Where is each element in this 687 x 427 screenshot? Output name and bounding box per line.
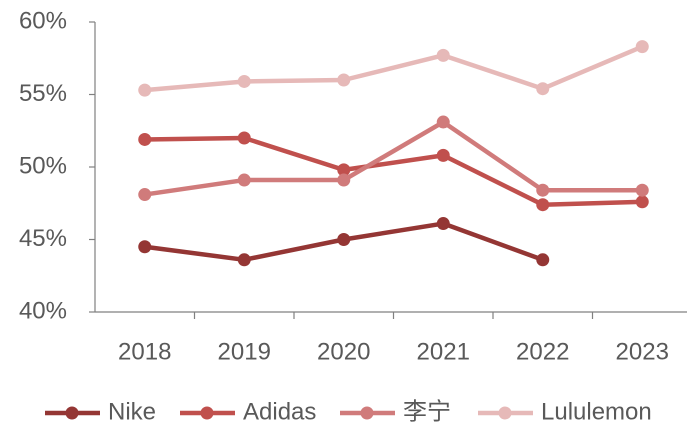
point	[635, 195, 649, 209]
legend-label: 李宁	[403, 398, 451, 425]
point	[436, 148, 450, 162]
y-tick-label: 40%	[19, 297, 67, 324]
point	[138, 240, 152, 254]
x-tick-label: 2019	[218, 338, 271, 365]
point	[337, 173, 351, 187]
point	[337, 73, 351, 87]
legend-marker	[65, 406, 79, 420]
legend-label: Nike	[108, 398, 156, 425]
y-tick-label: 55%	[19, 80, 67, 107]
point	[536, 198, 550, 212]
point	[536, 183, 550, 197]
legend-marker	[200, 406, 214, 420]
point	[536, 82, 550, 96]
point	[237, 253, 251, 267]
point	[138, 132, 152, 146]
point	[337, 163, 351, 177]
point	[337, 233, 351, 246]
point	[237, 131, 251, 145]
point	[138, 188, 152, 202]
series-line	[144, 119, 643, 197]
legend-marker	[498, 406, 512, 420]
legend-label: Lululemon	[541, 398, 652, 425]
y-tick-label: 45%	[19, 225, 67, 252]
point	[436, 48, 450, 62]
point	[536, 253, 550, 267]
x-tick-label: 2022	[516, 338, 569, 365]
series-line	[144, 44, 644, 93]
y-tick-label: 60%	[19, 7, 67, 34]
x-tick-label: 2020	[317, 338, 370, 365]
legend-marker	[360, 406, 374, 420]
legend-label: Adidas	[243, 398, 316, 425]
series-line	[144, 135, 643, 207]
point	[635, 40, 649, 54]
point	[237, 173, 251, 187]
x-tick-label: 2021	[417, 338, 470, 365]
point	[138, 83, 152, 97]
x-tick-label: 2023	[616, 338, 669, 365]
x-tick-label: 2018	[118, 338, 171, 365]
point	[436, 217, 450, 231]
point	[237, 74, 251, 88]
y-tick-label: 50%	[19, 152, 67, 179]
point	[635, 183, 649, 197]
point	[436, 115, 450, 129]
